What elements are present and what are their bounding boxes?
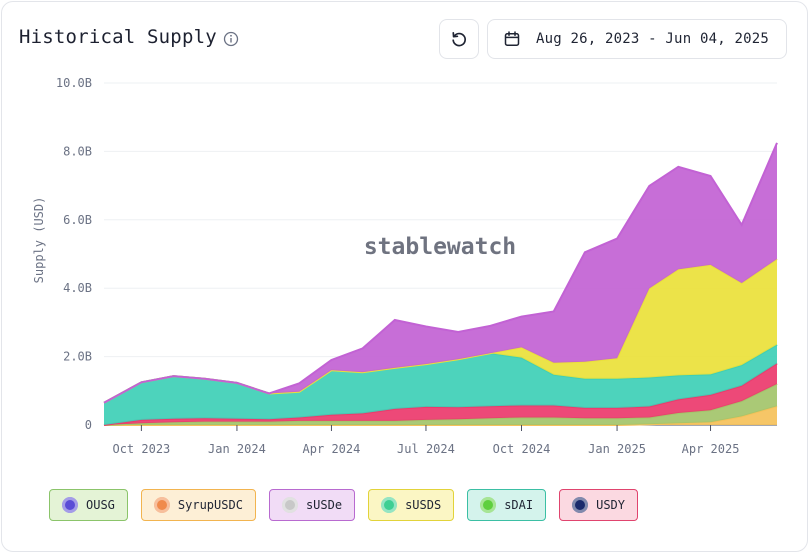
- legend-item-susde[interactable]: sUSDe: [268, 489, 356, 521]
- x-tick-label: Apr 2024: [303, 442, 361, 456]
- legend-item-susds[interactable]: sUSDS: [368, 489, 455, 521]
- sdai-icon: [480, 497, 497, 513]
- area-series-susds[interactable]: [104, 259, 777, 403]
- y-tick-label: 10.0B: [56, 76, 92, 90]
- legend-label: sUSDS: [405, 498, 442, 512]
- calendar-icon: [504, 31, 520, 47]
- y-axis-ticks: 0 2.0B 4.0B 6.0B 8.0B 10.0B: [56, 76, 92, 432]
- area-series-sdai[interactable]: [104, 344, 777, 425]
- legend: OUSG SyrupUSDC sUSDe sUSDS sDAI USDY: [49, 489, 638, 521]
- y-tick-label: 4.0B: [63, 281, 92, 295]
- ethena-icon: [281, 497, 298, 513]
- x-tick-label: Jan 2024: [208, 442, 266, 456]
- watermark: stablewatch: [364, 234, 516, 260]
- area-series-usdy[interactable]: [104, 363, 777, 425]
- legend-label: OUSG: [86, 498, 115, 512]
- legend-label: SyrupUSDC: [177, 498, 243, 512]
- legend-item-sdai[interactable]: sDAI: [467, 489, 547, 521]
- y-tick-label: 2.0B: [63, 350, 92, 364]
- legend-item-ousg[interactable]: OUSG: [49, 489, 128, 521]
- x-axis-ticks: Oct 2023 Jan 2024 Apr 2024 Jul 2024 Oct 2024…: [112, 425, 739, 456]
- line-series-susde: [103, 142, 778, 404]
- x-tick-label: Jan 2025: [588, 442, 646, 456]
- globe-icon: [62, 497, 78, 513]
- x-tick-label: Jul 2024: [397, 442, 455, 456]
- syrup-icon: [153, 497, 170, 513]
- legend-label: sDAI: [504, 498, 534, 512]
- legend-item-usdy[interactable]: USDY: [559, 489, 638, 521]
- x-tick-label: Apr 2025: [682, 442, 740, 456]
- legend-item-syrupusdc[interactable]: SyrupUSDC: [140, 489, 256, 521]
- y-tick-label: 8.0B: [63, 144, 92, 158]
- y-axis-label: Supply (USD): [32, 197, 46, 284]
- reset-zoom-button[interactable]: [439, 19, 479, 59]
- y-tick-label: 6.0B: [63, 213, 92, 227]
- x-tick-label: Oct 2024: [493, 442, 551, 456]
- date-range-label: Aug 26, 2023 - Jun 04, 2025: [536, 31, 769, 47]
- x-tick-label: Oct 2023: [112, 442, 170, 456]
- legend-label: sUSDe: [305, 498, 343, 512]
- chart-title: Historical Supply: [19, 26, 217, 48]
- legend-label: USDY: [596, 498, 625, 512]
- sky-icon: [381, 497, 398, 513]
- y-tick-label: 0: [85, 418, 92, 432]
- refresh-icon: [452, 31, 466, 47]
- info-icon[interactable]: [223, 31, 239, 47]
- date-range-picker[interactable]: Aug 26, 2023 - Jun 04, 2025: [487, 19, 787, 59]
- chart-areas: [103, 142, 778, 426]
- ondo-icon: [572, 497, 589, 513]
- area-series-ousg[interactable]: [104, 384, 777, 425]
- area-series-susde[interactable]: [104, 142, 777, 403]
- supply-chart[interactable]: 0 2.0B 4.0B 6.0B 8.0B 10.0B Oct 2023 Jan 2024 A…: [0, 60, 810, 470]
